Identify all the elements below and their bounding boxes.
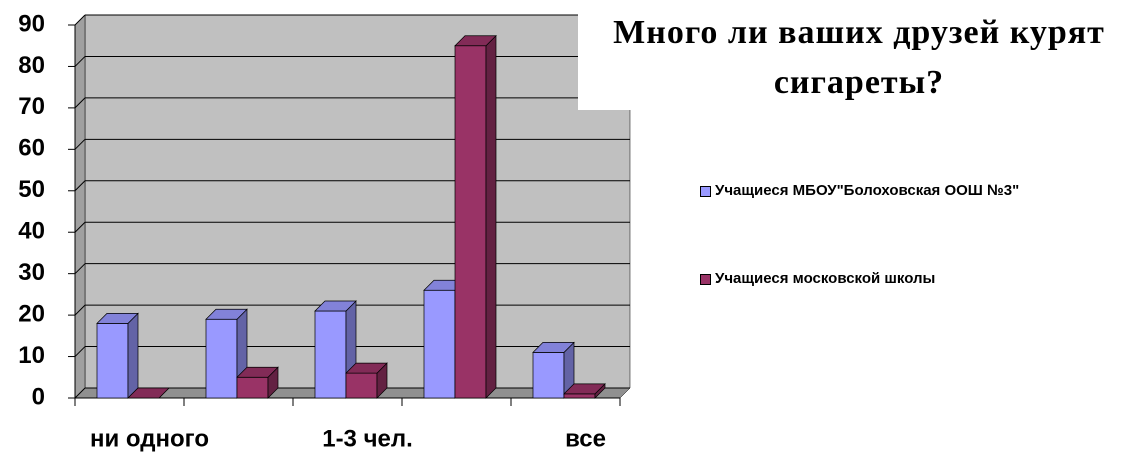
back-wall	[84, 14, 631, 389]
bar-top	[236, 366, 279, 378]
y-tick-label: 20	[18, 300, 45, 327]
y-tick-label: 50	[18, 176, 45, 203]
y-tick-label: 70	[18, 93, 45, 120]
grid-line	[74, 180, 86, 192]
y-tick-label: 40	[18, 218, 45, 245]
bar-top	[345, 362, 388, 374]
grid-line	[74, 56, 86, 67]
grid-line	[74, 346, 86, 357]
bar-top	[314, 300, 357, 312]
grid-line	[74, 387, 86, 399]
grid-line	[74, 14, 86, 26]
bar-front	[454, 45, 487, 399]
legend-entry: Учащиеся МБОУ"Болоховская ООШ №3"	[700, 182, 1040, 199]
side-wall	[74, 14, 86, 399]
bar-top	[563, 383, 606, 395]
legend-label: Учащиеся московской школы	[715, 270, 936, 287]
grid-line	[74, 221, 86, 233]
bar-top	[205, 308, 248, 320]
y-tick-label: 0	[32, 383, 45, 410]
legend-swatch	[700, 274, 711, 285]
bar-front	[205, 318, 238, 399]
x-tick-label: все	[565, 425, 606, 452]
bar-front	[563, 393, 596, 399]
bar-side	[127, 312, 139, 399]
y-tick-label: 60	[18, 135, 45, 162]
bar-side	[485, 34, 497, 399]
bar-top	[532, 342, 575, 353]
bar-front	[314, 310, 347, 399]
bar-top	[454, 35, 497, 47]
y-tick-label: 80	[18, 52, 45, 79]
bar-front	[96, 323, 129, 399]
grid-line	[74, 97, 86, 109]
grid-line	[74, 304, 86, 316]
bar-top	[96, 313, 139, 324]
legend-label: Учащиеся МБОУ"Болоховская ООШ №3"	[715, 182, 1020, 199]
chart-title: Много ли ваших друзей курят сигареты?	[578, 0, 1140, 110]
bar-front	[532, 352, 565, 399]
grid-line	[74, 263, 86, 275]
x-tick-label: ни одного	[90, 425, 209, 452]
grid-line	[74, 138, 86, 150]
x-tick-label: 1-3 чел.	[322, 425, 413, 452]
legend-swatch	[700, 186, 711, 197]
bar-front	[236, 376, 269, 399]
bar-front	[345, 372, 378, 399]
bar-top	[127, 387, 170, 399]
y-tick-label: 90	[18, 10, 45, 37]
bar-front	[423, 289, 456, 399]
legend-entry: Учащиеся московской школы	[700, 270, 1040, 287]
y-tick-label: 30	[18, 259, 45, 286]
y-tick-label: 10	[18, 342, 45, 369]
